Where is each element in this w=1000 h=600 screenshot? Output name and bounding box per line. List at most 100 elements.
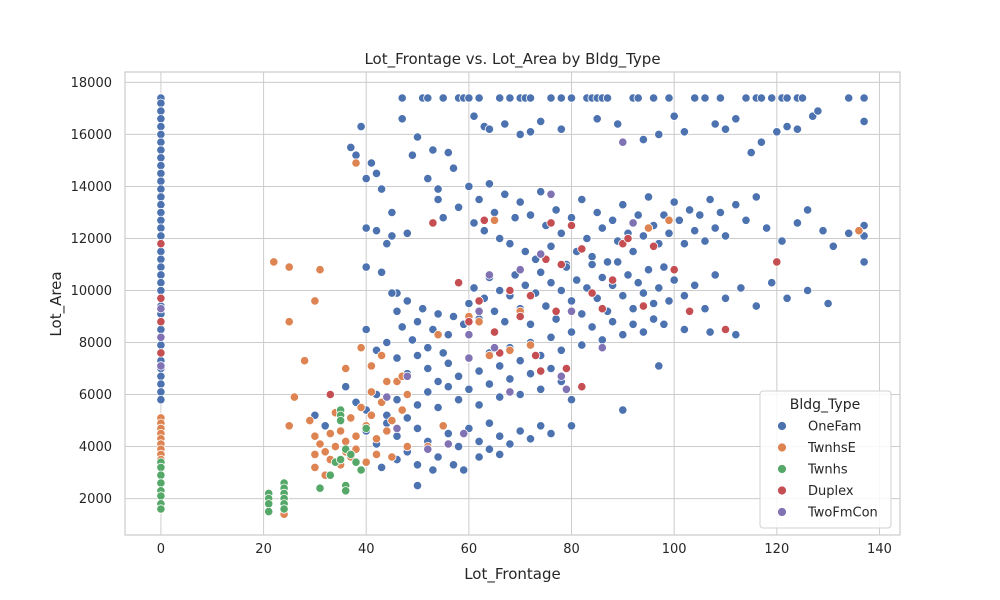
point-onefam <box>792 218 803 228</box>
point-onefam <box>392 395 402 405</box>
point-onefam <box>453 202 464 212</box>
point-onefam <box>423 343 433 353</box>
point-onefam <box>500 119 510 129</box>
point-onefam <box>669 111 679 121</box>
point-onefam <box>741 93 751 103</box>
point-twnhse <box>269 257 279 267</box>
point-twnhs <box>156 504 166 514</box>
point-twnhse <box>351 431 361 441</box>
point-twofmcon <box>628 218 638 228</box>
point-onefam <box>495 392 505 402</box>
point-onefam <box>500 317 510 327</box>
point-onefam <box>674 215 684 225</box>
x-tick-label: 100 <box>662 542 687 557</box>
point-onefam <box>628 304 638 314</box>
point-onefam <box>156 145 166 155</box>
point-twnhs <box>315 483 325 493</box>
point-onefam <box>156 192 166 202</box>
point-onefam <box>412 480 423 491</box>
point-onefam <box>376 267 387 277</box>
point-twnhse <box>284 317 294 327</box>
point-onefam <box>443 428 453 439</box>
point-twnhse <box>366 387 376 397</box>
point-twnhse <box>330 441 340 452</box>
point-onefam <box>556 124 566 134</box>
point-twofmcon <box>556 371 566 381</box>
point-duplex <box>607 275 618 285</box>
point-onefam <box>520 280 530 290</box>
point-onefam <box>156 371 166 381</box>
point-onefam <box>392 306 402 316</box>
point-twnhse <box>382 376 392 387</box>
point-onefam <box>156 223 166 233</box>
point-onefam <box>844 228 854 238</box>
point-onefam <box>428 145 438 155</box>
point-onefam <box>474 436 484 446</box>
point-duplex <box>648 241 659 251</box>
point-onefam <box>412 400 423 410</box>
point-onefam <box>648 298 659 309</box>
point-onefam <box>613 119 623 129</box>
point-twofmcon <box>515 265 525 275</box>
point-onefam <box>679 324 690 335</box>
point-onefam <box>844 93 854 103</box>
point-onefam <box>520 246 530 257</box>
point-twnhse <box>315 439 325 449</box>
point-onefam <box>536 187 546 197</box>
point-onefam <box>423 174 433 184</box>
point-onefam <box>433 452 443 462</box>
point-onefam <box>638 135 649 145</box>
point-onefam <box>156 200 166 210</box>
point-onefam <box>361 262 371 272</box>
point-onefam <box>495 431 505 441</box>
legend-box <box>759 390 892 529</box>
point-twnhs <box>156 470 166 480</box>
point-twnhs <box>264 499 274 509</box>
point-twnhs <box>335 415 346 426</box>
point-onefam <box>453 441 464 452</box>
point-onefam <box>515 129 525 139</box>
point-onefam <box>495 449 505 459</box>
point-onefam <box>156 168 166 178</box>
point-onefam <box>782 122 792 132</box>
point-onefam <box>351 150 361 160</box>
point-onefam <box>623 270 633 280</box>
point-twnhs <box>335 454 346 465</box>
point-onefam <box>156 270 166 280</box>
point-onefam <box>387 231 397 241</box>
y-axis-label: Lot_Area <box>47 271 66 336</box>
x-tick-label: 120 <box>764 542 789 557</box>
point-onefam <box>700 93 710 103</box>
x-tick-label: 60 <box>461 542 478 557</box>
point-onefam <box>479 226 489 236</box>
point-onefam <box>412 423 423 433</box>
point-onefam <box>720 231 731 241</box>
point-onefam <box>602 257 613 267</box>
point-onefam <box>489 207 500 218</box>
legend-marker-twnhse <box>777 442 787 453</box>
point-onefam <box>536 421 546 431</box>
point-duplex <box>587 288 597 298</box>
point-onefam <box>489 306 500 316</box>
point-duplex <box>720 324 731 335</box>
point-onefam <box>474 452 484 462</box>
point-onefam <box>797 93 808 103</box>
point-twnhs <box>356 465 366 475</box>
point-duplex <box>772 257 782 267</box>
point-onefam <box>402 228 412 238</box>
point-onefam <box>397 93 407 103</box>
point-duplex <box>530 350 541 361</box>
point-onefam <box>566 395 577 405</box>
point-onefam <box>690 226 700 236</box>
point-onefam <box>602 93 613 103</box>
point-twofmcon <box>402 371 412 381</box>
point-twofmcon <box>464 330 474 340</box>
legend-marker-twofmcon <box>777 507 787 517</box>
point-onefam <box>495 93 505 103</box>
point-onefam <box>525 210 536 220</box>
point-onefam <box>156 176 166 186</box>
point-onefam <box>700 304 710 314</box>
point-onefam <box>407 335 417 345</box>
point-onefam <box>741 215 751 225</box>
